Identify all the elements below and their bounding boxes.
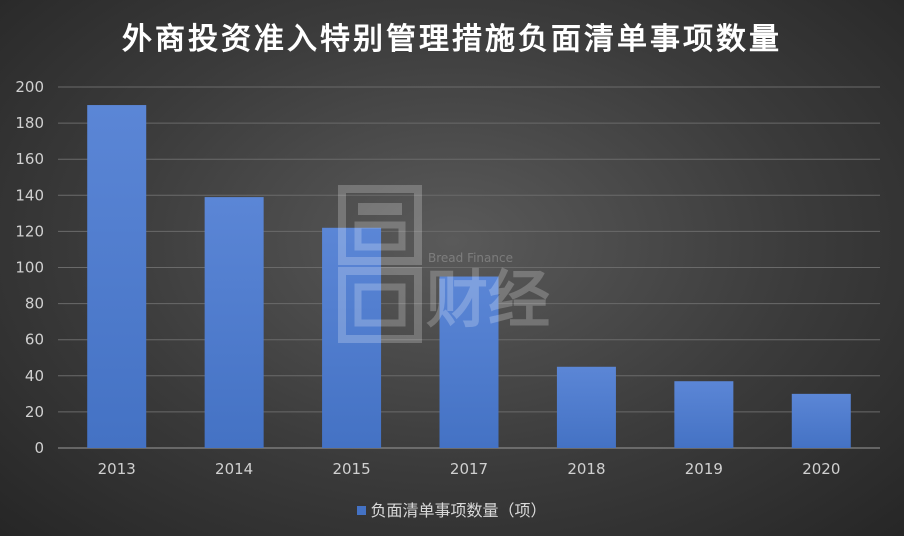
watermark-name: 财经 (426, 263, 551, 336)
y-tick-label: 180 (15, 114, 44, 132)
x-tick-label: 2014 (215, 460, 253, 478)
y-tick-label: 160 (15, 150, 44, 168)
y-tick-label: 0 (34, 439, 44, 457)
x-tick-label: 2013 (98, 460, 136, 478)
bar-2013 (87, 105, 147, 449)
watermark-glyph (338, 185, 422, 343)
watermark-subtext: Bread Finance (428, 251, 513, 265)
bar-2020 (791, 393, 851, 448)
chart-title: 外商投资准入特别管理措施负面清单事项数量 (122, 22, 782, 57)
y-tick-label: 60 (25, 331, 44, 349)
y-tick-label: 140 (15, 186, 44, 204)
x-tick-label: 2019 (685, 460, 723, 478)
x-tick-label: 2020 (802, 460, 840, 478)
legend-label: 负面清单事项数量（项） (370, 501, 547, 520)
bar-2014 (204, 197, 264, 448)
x-tick-label: 2018 (567, 460, 605, 478)
y-tick-label: 100 (15, 259, 44, 277)
y-tick-label: 80 (25, 295, 44, 313)
watermark-logo: Bread Finance 财经 (338, 185, 550, 349)
bars-layer (87, 105, 851, 449)
y-tick-label: 40 (25, 367, 44, 385)
bar-2017 (439, 276, 499, 448)
bar-2019 (674, 381, 734, 448)
y-tick-label: 200 (15, 78, 44, 96)
x-tick-label: 2015 (332, 460, 370, 478)
axis-layer: 0 20 40 60 80 100 120 140 160 180 200 2013 2014 2015 2… (15, 78, 840, 478)
chart-legend: 负面清单事项数量（项） (0, 497, 904, 521)
y-tick-label: 120 (15, 222, 44, 240)
bar-2015 (322, 227, 382, 448)
bar-2018 (556, 366, 616, 448)
y-tick-label: 20 (25, 403, 44, 421)
x-tick-label: 2017 (450, 460, 488, 478)
legend-swatch (357, 506, 367, 515)
